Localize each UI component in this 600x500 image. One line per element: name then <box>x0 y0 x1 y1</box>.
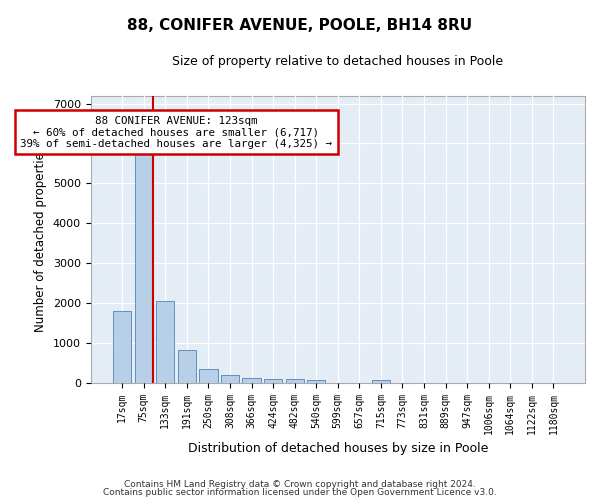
Text: 88, CONIFER AVENUE, POOLE, BH14 8RU: 88, CONIFER AVENUE, POOLE, BH14 8RU <box>127 18 473 32</box>
Y-axis label: Number of detached properties: Number of detached properties <box>34 146 47 332</box>
Bar <box>372 380 390 383</box>
Bar <box>199 369 218 383</box>
X-axis label: Distribution of detached houses by size in Poole: Distribution of detached houses by size … <box>188 442 488 455</box>
Title: Size of property relative to detached houses in Poole: Size of property relative to detached ho… <box>172 55 503 68</box>
Text: Contains public sector information licensed under the Open Government Licence v3: Contains public sector information licen… <box>103 488 497 497</box>
Bar <box>307 380 325 383</box>
Bar <box>286 379 304 383</box>
Bar <box>113 311 131 383</box>
Bar <box>178 350 196 383</box>
Bar <box>134 154 153 383</box>
Bar <box>221 375 239 383</box>
Text: Contains HM Land Registry data © Crown copyright and database right 2024.: Contains HM Land Registry data © Crown c… <box>124 480 476 489</box>
Bar <box>264 378 282 383</box>
Bar <box>156 300 175 383</box>
Text: 88 CONIFER AVENUE: 123sqm
← 60% of detached houses are smaller (6,717)
39% of se: 88 CONIFER AVENUE: 123sqm ← 60% of detac… <box>20 116 332 148</box>
Bar <box>242 378 261 383</box>
